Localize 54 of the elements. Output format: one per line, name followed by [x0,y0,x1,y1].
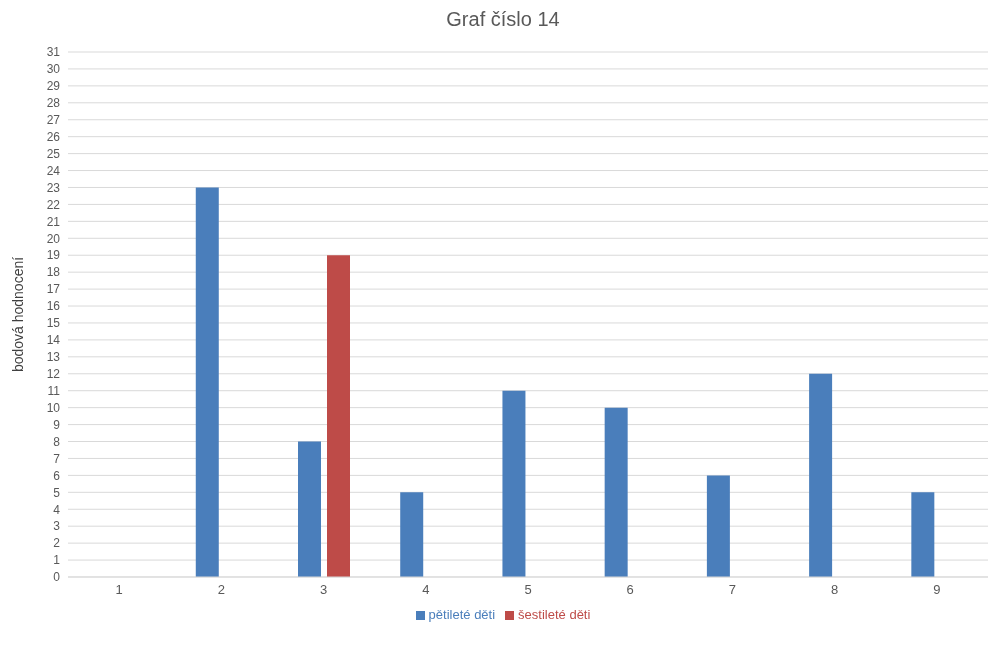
y-tick-label: 30 [46,62,61,77]
y-tick-label: 0 [53,570,61,585]
y-axis-title: bodová hodnocení [9,256,26,373]
x-tick-label: 6 [626,582,634,598]
y-tick-label: 5 [53,485,61,500]
y-tick-label: 27 [46,113,61,127]
bar [400,492,424,577]
y-tick-label: 29 [46,79,61,94]
y-tick-label: 9 [53,417,61,432]
y-tick-label: 28 [46,96,61,111]
y-tick-label: 3 [53,519,61,534]
y-tick-label: 6 [53,468,61,483]
y-tick-label: 17 [46,282,61,297]
y-tick-label: 16 [46,299,61,314]
y-tick-label: 31 [46,45,61,60]
bar [809,373,833,577]
bar [195,187,219,577]
y-tick-label: 1 [53,553,61,568]
x-tick-label: 2 [217,582,225,598]
y-tick-label: 10 [46,400,61,415]
y-tick-label: 26 [46,129,61,144]
x-tick-label: 9 [933,582,941,598]
y-tick-label: 21 [46,214,61,229]
y-tick-label: 7 [53,451,61,466]
x-tick-label: 4 [422,582,430,598]
legend-label: pětileté děti [428,607,496,622]
bar [911,492,935,577]
x-tick-label: 5 [524,582,532,598]
y-tick-label: 22 [46,197,61,212]
y-tick-label: 24 [46,163,61,178]
y-tick-label: 19 [46,248,61,263]
y-tick-label: 25 [46,146,61,161]
y-tick-label: 23 [46,180,61,195]
bar [298,441,321,577]
y-tick-label: 14 [46,333,61,348]
y-tick-label: 4 [53,502,61,517]
y-tick-label: 18 [46,265,61,280]
chart-title: Graf číslo 14 [445,8,561,32]
y-tick-label: 2 [53,536,61,551]
bar [327,255,350,577]
bar [706,475,730,577]
legend-label: šestileté děti [518,607,591,622]
bar [604,407,628,577]
y-tick-label: 15 [46,316,61,331]
x-tick-label: 8 [831,582,839,598]
x-tick-label: 1 [115,582,123,598]
y-tick-label: 8 [53,434,61,449]
bar [502,390,526,577]
y-tick-label: 20 [46,231,61,246]
y-tick-label: 12 [46,367,61,382]
y-tick-label: 13 [46,350,61,365]
x-tick-label: 3 [319,582,328,598]
x-tick-label: 7 [728,582,737,598]
y-tick-label: 11 [47,383,61,398]
